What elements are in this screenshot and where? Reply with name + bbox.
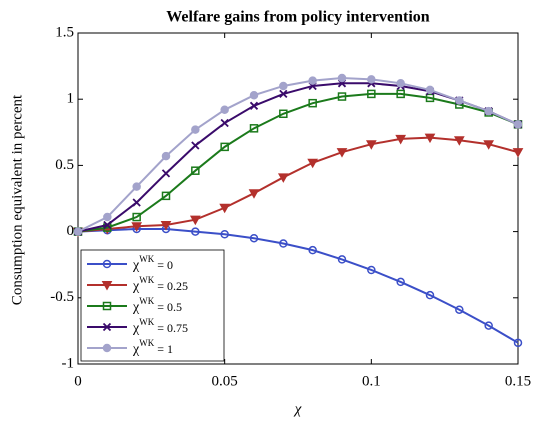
marker [220,105,229,115]
x-tick-label: 0.05 [212,373,238,389]
marker [425,85,435,95]
marker [396,277,405,287]
marker [219,203,231,214]
marker [279,239,288,248]
x-axis-label: χ [293,401,302,417]
marker [367,75,376,84]
marker [249,124,259,133]
marker [189,215,201,226]
marker [160,220,172,231]
marker [308,76,317,85]
marker [249,90,259,100]
marker [336,148,348,158]
marker [132,212,141,222]
marker [425,290,435,300]
legend-label: χWK = 0.25 [132,275,188,294]
y-tick-label: -1 [62,355,75,371]
marker [455,305,464,314]
marker [279,89,288,99]
marker [191,166,200,175]
marker [277,173,289,183]
marker [513,120,523,129]
marker [279,81,288,91]
marker [455,96,464,105]
marker [161,169,171,178]
marker [102,322,112,332]
y-tick-label: 1 [67,91,75,107]
line [77,227,519,344]
marker [396,89,405,99]
marker [132,182,141,191]
y-tick-label: 1.5 [55,24,74,40]
marker [512,148,524,158]
series [73,89,523,236]
x-tick-label: 0.1 [362,373,381,389]
marker [484,106,493,116]
y-axis-label: Consumption equivalent in percent [9,94,25,305]
legend: χWK = 0 χWK = 0.25 χWK = 0.5 χWK = 0.75 χWK … [80,249,225,362]
marker [279,109,288,119]
marker [367,89,376,99]
marker [220,229,229,239]
marker [249,101,259,110]
marker [395,134,407,145]
y-tick-label: -0.5 [50,289,74,305]
marker [307,158,319,169]
marker [220,118,229,128]
legend-label: χWK = 0.75 [132,317,188,336]
marker [103,212,112,222]
marker [131,222,143,232]
marker [483,140,495,150]
marker [102,259,112,269]
marker [337,73,347,83]
marker [365,140,377,150]
x-tick-label: 0 [74,373,82,389]
marker [337,255,347,264]
marker [396,79,405,88]
marker [308,245,317,255]
marker [248,189,260,199]
marker [102,343,112,353]
marker [337,92,347,101]
marker [367,265,376,275]
marker [102,301,112,311]
y-tick-label: 0.5 [55,157,74,173]
marker [453,136,465,146]
line [77,136,519,233]
marker [191,141,200,150]
marker [249,233,259,243]
series [73,73,523,236]
marker [308,98,317,108]
legend-label: χWK = 0 [132,254,173,273]
y-tick-label: 0 [67,223,75,239]
legend-label: χWK = 0.5 [132,296,182,315]
marker [132,198,141,207]
plot-frame [77,32,519,365]
marker [73,227,83,236]
line [77,92,519,233]
marker [161,151,171,161]
marker [101,281,113,291]
marker [513,338,523,348]
marker [220,142,229,152]
x-tick-label: 0.15 [505,373,531,389]
line [77,77,519,233]
marker [425,93,435,103]
marker [103,220,112,230]
marker [424,133,436,144]
line [77,82,519,233]
marker [191,125,200,134]
marker [484,321,493,330]
marker [161,191,171,201]
chart-title: Welfare gains from policy intervention [166,9,429,26]
legend-label: χWK = 1 [132,338,173,357]
marker [191,227,200,236]
